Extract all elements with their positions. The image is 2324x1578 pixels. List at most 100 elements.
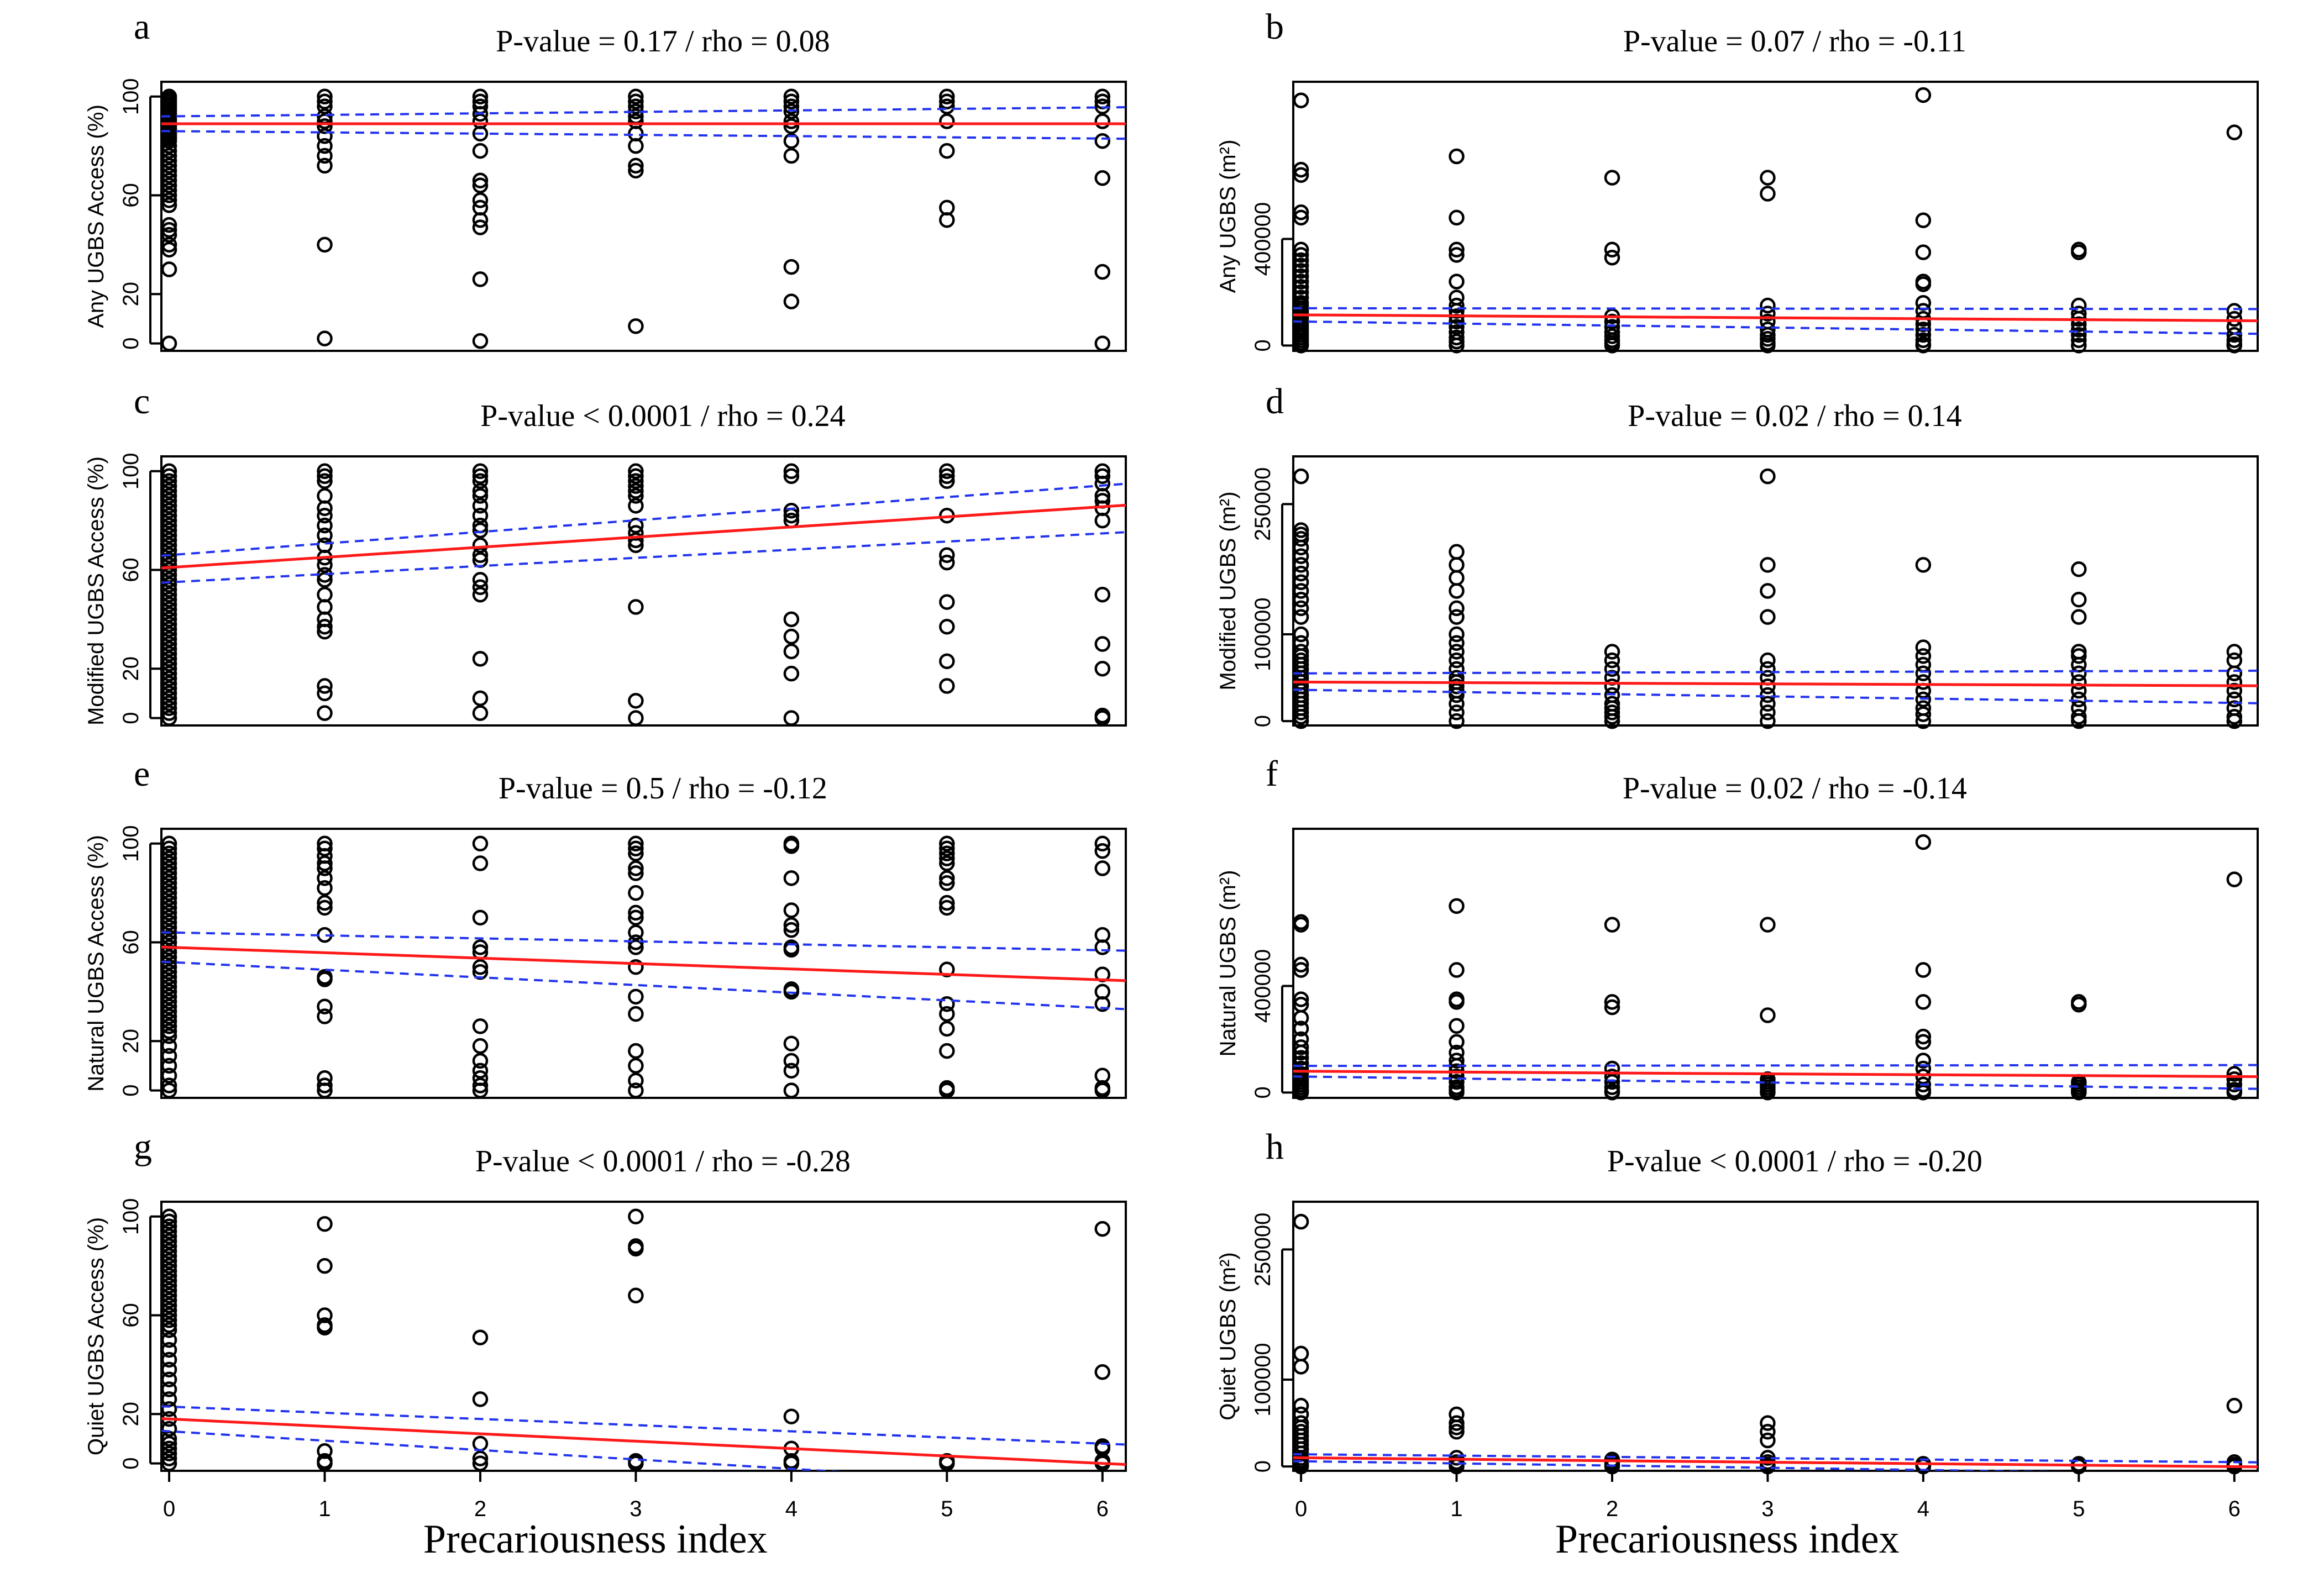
data-point — [1293, 626, 1309, 643]
data-point — [783, 902, 800, 918]
data-point — [1604, 313, 1620, 330]
data-point — [161, 1058, 177, 1074]
y-tick-label: 20 — [119, 1402, 143, 1427]
stat-label: P-value = 0.02 / rho = -0.14 — [1623, 771, 1967, 806]
data-point — [2226, 338, 2243, 354]
data-point — [1293, 279, 1309, 295]
data-point — [939, 895, 955, 911]
data-point — [1760, 678, 1776, 695]
data-point — [161, 969, 177, 985]
data-point — [628, 1208, 644, 1225]
data-point — [472, 88, 489, 105]
data-point — [2226, 674, 2243, 690]
data-point — [1293, 583, 1309, 599]
y-tick-label: 20 — [119, 282, 143, 307]
data-point — [1449, 687, 1465, 703]
data-point — [1293, 574, 1309, 591]
fit-line — [161, 945, 1126, 982]
data-point — [161, 1401, 177, 1417]
y-axis-label: Quiet UGBS Access (%) — [84, 1217, 108, 1455]
data-point — [161, 542, 177, 559]
panel-f: f P-value = 0.02 / rho = -0.14 0 400000 Natu… — [1216, 754, 2259, 1101]
data-point — [628, 599, 644, 615]
data-point — [317, 128, 333, 144]
data-point — [161, 998, 177, 1014]
data-point — [1915, 639, 1932, 655]
data-point — [161, 850, 177, 866]
data-point — [1449, 962, 1465, 978]
data-point — [161, 1302, 177, 1318]
data-point — [783, 463, 800, 480]
data-point — [2071, 691, 2087, 708]
data-point — [161, 493, 177, 509]
stat-label: P-value < 0.0001 / rho = 0.24 — [480, 399, 845, 433]
data-point — [161, 1455, 177, 1471]
data-point — [1449, 898, 1465, 914]
data-point — [1604, 1074, 1620, 1090]
x-tick-label: 4 — [785, 1497, 798, 1521]
data-point — [472, 1053, 489, 1069]
data-point — [1293, 709, 1309, 725]
ci-lower-line — [161, 531, 1126, 584]
data-point — [783, 1455, 800, 1471]
fit-line — [1293, 1070, 2258, 1079]
data-point — [472, 271, 489, 287]
data-point — [161, 517, 177, 534]
data-point — [161, 222, 177, 238]
ci-upper-line — [161, 931, 1126, 952]
data-point — [161, 138, 177, 154]
data-point — [1760, 704, 1776, 720]
data-point — [161, 157, 177, 174]
data-point — [628, 865, 644, 881]
data-point — [472, 177, 489, 193]
data-point — [939, 619, 955, 635]
data-point — [317, 236, 333, 253]
data-point — [628, 988, 644, 1005]
data-point — [161, 601, 177, 618]
data-point — [1293, 917, 1309, 933]
panel-c: c P-value < 0.0001 / rho = 0.24 0 20 60 100 Mo… — [84, 381, 1127, 727]
data-point — [161, 572, 177, 588]
data-point — [783, 503, 800, 519]
y-tick-label: 250000 — [1251, 1213, 1275, 1286]
ci-upper-line — [1293, 1064, 2258, 1067]
data-point — [161, 1297, 177, 1313]
data-point — [628, 904, 644, 921]
fit-lines — [1293, 307, 2258, 335]
data-point — [783, 98, 800, 114]
data-point — [1604, 709, 1620, 725]
data-point — [939, 835, 955, 852]
data-point — [2226, 327, 2243, 343]
data-point — [628, 478, 644, 494]
data-point — [161, 1018, 177, 1034]
data-point — [628, 532, 644, 549]
y-axis-label: Natural UGBS (m²) — [1216, 870, 1240, 1057]
data-point — [161, 1440, 177, 1457]
data-point — [1760, 696, 1776, 712]
data-point — [1760, 661, 1776, 677]
data-point — [161, 192, 177, 208]
data-point — [939, 463, 955, 480]
data-point — [161, 1023, 177, 1039]
data-point — [1293, 1085, 1309, 1101]
data-point — [1915, 1034, 1932, 1050]
data-point — [2071, 709, 2087, 725]
data-point — [472, 964, 489, 980]
data-point — [161, 577, 177, 593]
data-point — [161, 1317, 177, 1333]
ci-upper-line — [161, 1405, 1126, 1446]
data-point — [317, 971, 333, 987]
data-point — [161, 949, 177, 965]
data-point — [161, 621, 177, 638]
data-point — [1094, 1082, 1111, 1098]
data-point — [161, 483, 177, 499]
data-point — [628, 93, 644, 109]
ci-lower-line — [1293, 688, 2258, 704]
data-point — [472, 690, 489, 707]
x-tick-label: 5 — [941, 1497, 953, 1521]
data-point — [1094, 88, 1111, 105]
data-point — [1449, 626, 1465, 643]
data-point — [161, 335, 177, 351]
data-point — [161, 1082, 177, 1098]
